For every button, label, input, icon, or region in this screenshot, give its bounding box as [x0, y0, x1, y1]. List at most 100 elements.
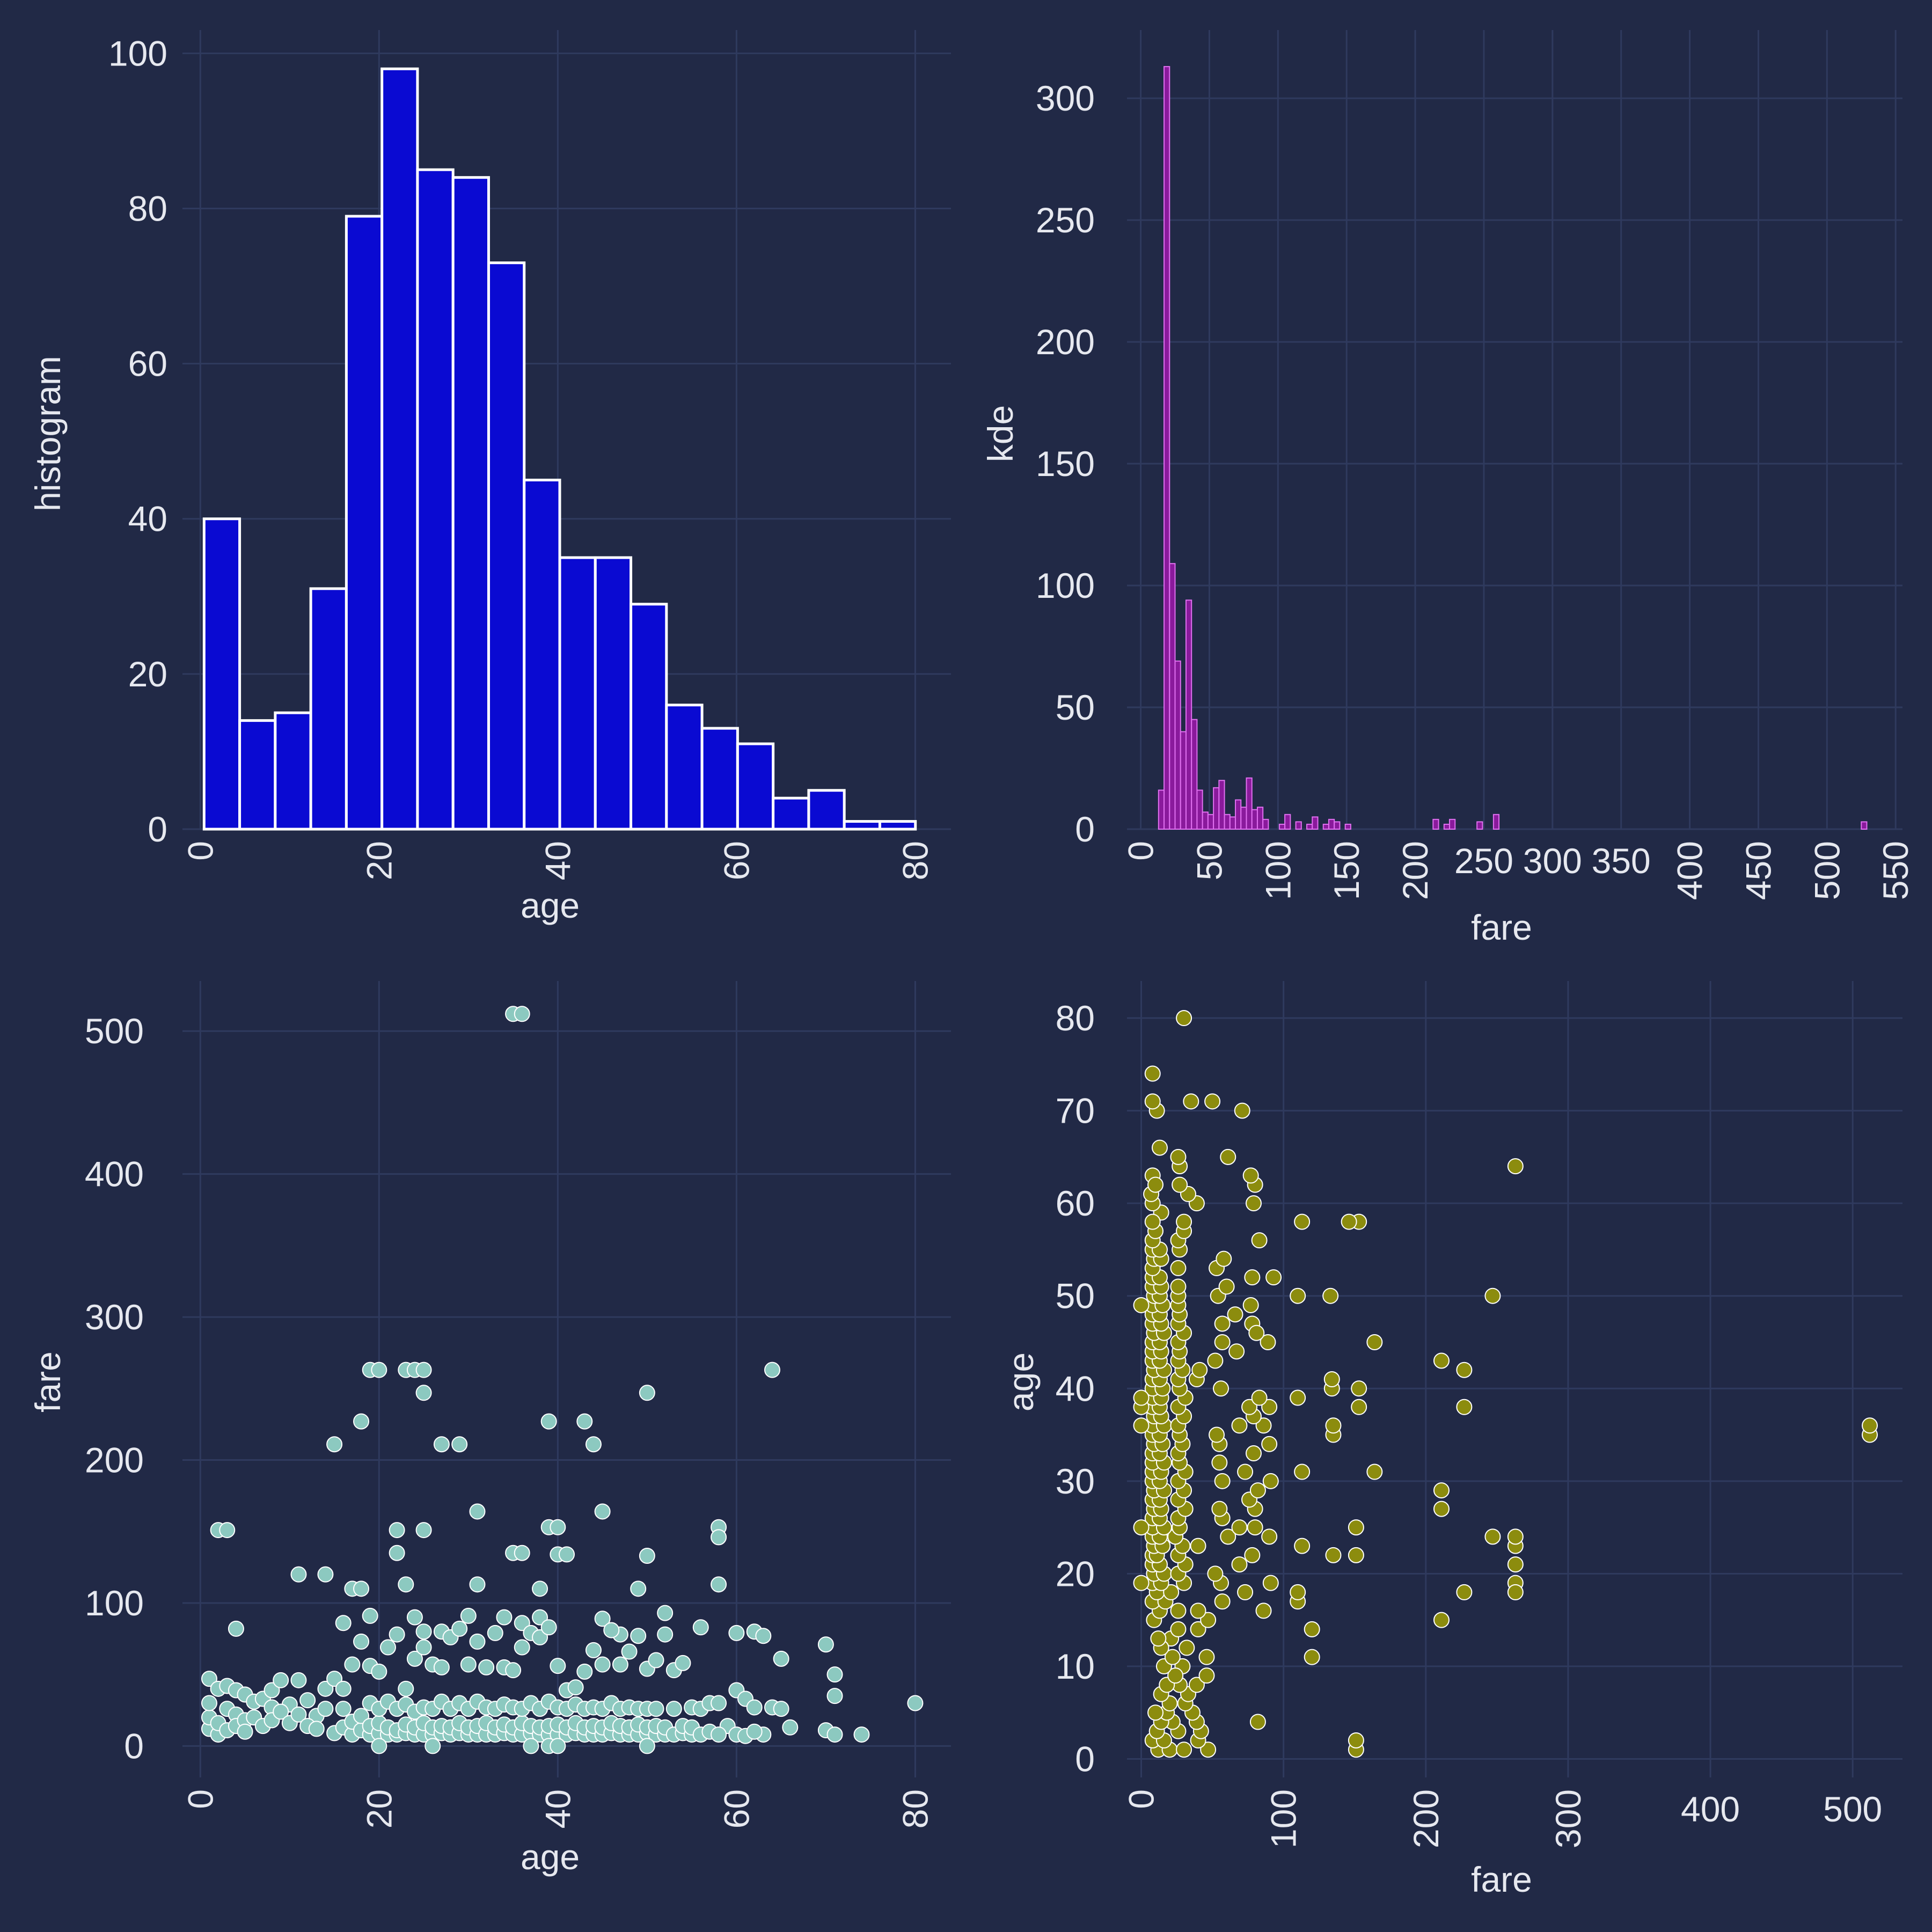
histogram-bar: [1169, 563, 1176, 830]
scatter-point: [1351, 1399, 1367, 1415]
scatter-point: [711, 1726, 727, 1743]
scatter-point: [1227, 1306, 1243, 1323]
scatter-point: [1484, 1528, 1501, 1545]
scatter-point: [1204, 1093, 1221, 1110]
scatter-point: [1433, 1501, 1450, 1517]
fare-age-scatter-plot-area: 0 10 20 30 40 50 60 70 80 0 100 200 300 400 500: [1056, 981, 1902, 1848]
x-axis-label: age: [521, 1837, 580, 1877]
scatter-point: [460, 1607, 477, 1624]
y-tick-label: 150: [1036, 444, 1095, 484]
scatter-point: [1348, 1519, 1364, 1536]
y-tick-label: 40: [128, 499, 167, 539]
panel-fare-age-scatter: 0 10 20 30 40 50 60 70 80 0 100 200 300 400 500 fare a…: [1001, 981, 1902, 1899]
scatter-point: [1261, 1528, 1278, 1545]
scatter-point: [1170, 1278, 1187, 1295]
scatter-point: [612, 1656, 628, 1673]
scatter-point: [326, 1436, 343, 1453]
histogram-bar: [238, 719, 277, 831]
scatter-point: [1262, 1575, 1279, 1591]
scatter-point: [576, 1413, 593, 1430]
scatter-point: [460, 1656, 477, 1673]
y-tick-label: 50: [1056, 687, 1095, 727]
x-tick-label: 40: [538, 841, 577, 880]
x-tick-label: 450: [1738, 841, 1778, 900]
scatter-point: [585, 1436, 602, 1453]
scatter-point: [1507, 1556, 1524, 1573]
y-tick-label: 30: [1056, 1461, 1095, 1501]
x-tick-label: 150: [1327, 841, 1366, 900]
scatter-point: [657, 1605, 674, 1621]
y-tick-label: 20: [128, 654, 167, 694]
y-axis-label: fare: [28, 1351, 68, 1413]
scatter-point: [237, 1723, 253, 1740]
y-tick-label: 40: [1056, 1368, 1095, 1408]
scatter-point: [478, 1659, 495, 1675]
scatter-point: [1198, 1667, 1215, 1684]
scatter-point: [1207, 1565, 1224, 1582]
scatter-point: [773, 1701, 789, 1717]
scatter-point: [594, 1611, 611, 1627]
y-tick-label: 250: [1036, 200, 1095, 240]
scatter-point: [469, 1576, 486, 1593]
y-tick-label: 200: [1036, 322, 1095, 362]
scatter-point: [1456, 1584, 1473, 1600]
scatter-point: [1366, 1334, 1383, 1350]
scatter-point: [219, 1522, 236, 1539]
x-tick-label: 0: [1122, 1789, 1161, 1809]
scatter-point: [1456, 1362, 1473, 1378]
scatter-point: [1249, 1714, 1266, 1730]
scatter-point: [1294, 1463, 1311, 1480]
scatter-point: [496, 1609, 513, 1626]
histogram-bar: [1432, 818, 1439, 830]
scatter-point: [1484, 1287, 1501, 1304]
scatter-point: [1304, 1649, 1320, 1665]
y-tick-label: 20: [1056, 1554, 1095, 1593]
histogram-bar: [309, 587, 348, 831]
scatter-point: [1251, 1232, 1268, 1249]
scatter-point: [692, 1619, 709, 1636]
histogram-bar: [1312, 816, 1319, 830]
scatter-point: [1216, 1250, 1232, 1267]
histogram-bar: [878, 820, 917, 831]
histogram-bar: [594, 556, 633, 831]
scatter-point: [1151, 1139, 1168, 1156]
scatter-point: [514, 1545, 530, 1561]
y-tick-label: 0: [124, 1726, 144, 1766]
scatter-point: [817, 1636, 834, 1653]
scatter-point: [1147, 1704, 1164, 1721]
scatter-point: [469, 1633, 486, 1650]
histogram-bar: [807, 789, 846, 831]
x-tick-label: 60: [716, 1789, 756, 1828]
scatter-point: [1433, 1482, 1450, 1499]
histogram-bar: [523, 478, 561, 831]
scatter-point: [353, 1633, 370, 1650]
scatter-point: [621, 1643, 638, 1660]
scatter-point: [594, 1503, 611, 1520]
scatter-point: [1176, 1213, 1192, 1230]
scatter-point: [1231, 1556, 1248, 1573]
scatter-point: [290, 1672, 307, 1688]
scatter-point: [1170, 1148, 1187, 1165]
scatter-point: [1198, 1649, 1215, 1665]
x-tick-label: 0: [180, 841, 220, 861]
scatter-point: [657, 1626, 674, 1643]
scatter-point: [853, 1726, 870, 1743]
scatter-point: [1179, 1640, 1195, 1656]
scatter-point: [1133, 1519, 1150, 1536]
scatter-point: [665, 1701, 682, 1717]
scatter-point: [1245, 1195, 1262, 1212]
scatter-point: [451, 1436, 468, 1453]
histogram-bar: [451, 176, 490, 831]
scatter-point: [389, 1522, 405, 1539]
histogram-bar: [665, 704, 704, 831]
scatter-point: [1190, 1538, 1206, 1554]
scatter-point: [1249, 1482, 1266, 1499]
scatter-point: [514, 1639, 530, 1656]
histogram-bar: [1251, 809, 1258, 830]
scatter-point: [398, 1680, 414, 1697]
age-fare-scatter-plot-area: 0 100 200 300 400 500 0 20 40 60 80: [85, 981, 951, 1828]
scatter-point: [1260, 1334, 1276, 1350]
scatter-point: [1214, 1315, 1231, 1332]
scatter-point: [585, 1642, 602, 1658]
